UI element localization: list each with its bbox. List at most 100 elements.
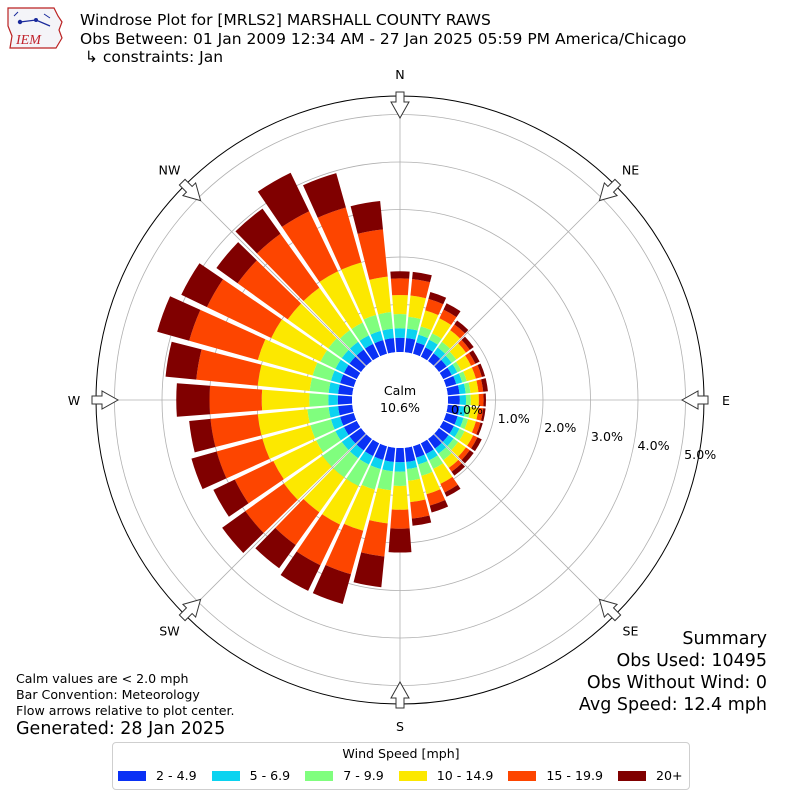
bar-segment-70-bin1	[443, 375, 457, 388]
bar-segment-270-bin6	[176, 383, 211, 417]
bar-segment-10-bin2	[406, 328, 418, 340]
bar-segment-350-bin3	[378, 312, 393, 331]
bar-segment-200-bin6	[312, 564, 352, 604]
bar-segment-200-bin1	[374, 443, 388, 460]
bar-segment-70-bin4	[463, 367, 476, 382]
bar-segment-180-bin6	[388, 528, 412, 553]
direction-label-nw: NW	[159, 162, 181, 177]
bar-segment-140-bin1	[428, 434, 442, 449]
bar-segment-30-bin5	[439, 309, 457, 326]
bar-segment-220-bin5	[275, 498, 320, 546]
bar-segment-100-bin1	[446, 404, 460, 415]
bar-segment-300-bin2	[335, 359, 349, 374]
note-flow-arrows: Flow arrows relative to plot center.	[16, 703, 235, 718]
summary-block: Summary Obs Used: 10495 Obs Without Wind…	[579, 628, 767, 716]
legend-swatch	[211, 770, 240, 781]
bar-segment-180-bin3	[393, 471, 407, 486]
bar-segment-270-bin4	[261, 389, 310, 411]
bar-segment-80-bin4	[468, 380, 479, 393]
bar-segment-270-bin1	[337, 395, 353, 405]
flow-arrow-icon	[598, 178, 622, 202]
bar-segment-90-bin4	[470, 394, 479, 406]
direction-labels: N NE E SE S SW W NW	[68, 67, 730, 734]
bar-segment-330-bin3	[351, 322, 369, 341]
bar-segment-60-bin5	[465, 352, 476, 366]
title-line-2: Obs Between: 01 Jan 2009 12:34 AM - 27 J…	[80, 29, 687, 48]
bar-segment-210-bin4	[322, 478, 359, 525]
bar-segment-60-bin4	[456, 355, 472, 371]
bar-segment-340-bin4	[341, 262, 377, 320]
bar-segment-150-bin3	[429, 455, 444, 469]
bar-segment-120-bin3	[454, 428, 465, 441]
bar-segment-340-bin5	[317, 207, 362, 270]
bar-segment-120-bin1	[439, 420, 454, 434]
bar-segment-30-bin3	[429, 333, 442, 345]
legend-items: 2 - 4.9 5 - 6.9 7 - 9.9 10 - 14.9 15 - 19.9 2…	[118, 768, 683, 783]
legend-item: 15 - 19.9	[508, 768, 603, 783]
legend-label: 5 - 6.9	[249, 768, 291, 783]
bar-segment-310-bin6	[216, 242, 257, 284]
legend-swatch	[508, 770, 537, 781]
bar-segment-170-bin6	[411, 515, 432, 526]
bar-segment-40-bin2	[433, 347, 446, 359]
bar-segment-330-bin5	[281, 211, 338, 282]
bar-segment-200-bin2	[370, 456, 384, 470]
bar-segment-0-bin3	[393, 313, 407, 329]
bar-segment-320-bin6	[235, 208, 281, 254]
bar-segment-280-bin1	[338, 384, 354, 396]
bar-segment-220-bin6	[255, 527, 296, 569]
bar-segment-100-bin3	[464, 406, 471, 418]
bar-segment-100-bin5	[476, 407, 484, 421]
direction-label-ne: NE	[622, 162, 639, 177]
bar-segment-100-bin4	[468, 407, 479, 420]
radial-tick-label: 2.0%	[544, 420, 576, 435]
bar-segment-270-bin5	[209, 385, 263, 415]
radial-tick-label: 5.0%	[684, 447, 716, 462]
bar-segment-290-bin2	[330, 370, 344, 384]
bar-segment-190-bin4	[369, 487, 391, 524]
flow-arrow-icon	[598, 598, 622, 622]
bar-segment-40-bin1	[428, 353, 441, 366]
direction-label-w: W	[68, 393, 81, 408]
summary-avg-speed: Avg Speed: 12.4 mph	[578, 695, 767, 715]
legend-label: 10 - 14.9	[436, 768, 494, 783]
arrow-shape	[178, 598, 202, 622]
iem-logo-graphic: IEM	[7, 7, 63, 49]
legend-item: 20+	[618, 768, 683, 783]
bar-segment-280-bin6	[165, 341, 202, 380]
bar-segment-300-bin1	[343, 364, 361, 380]
bar-segment-50-bin3	[445, 351, 457, 363]
bar-segment-180-bin5	[390, 509, 410, 529]
bar-segment-110-bin2	[454, 416, 464, 428]
radial-tick-label: 4.0%	[638, 438, 670, 453]
calm-center: Calm 10.6%	[352, 352, 448, 448]
grid-spoke	[184, 433, 367, 616]
arrow-shape	[390, 680, 410, 709]
arrow-shape	[598, 178, 622, 202]
bar-segment-120-bin6	[471, 437, 482, 452]
flow-arrow-icon	[390, 680, 410, 709]
bar-segment-20-bin3	[418, 326, 432, 339]
legend-item: 10 - 14.9	[398, 768, 494, 783]
bar-segment-160-bin5	[426, 489, 446, 506]
radial-tick-label: 3.0%	[591, 429, 623, 444]
legend-item: 7 - 9.9	[305, 768, 384, 783]
direction-label-n: N	[395, 67, 404, 82]
generated-date: Generated: 28 Jan 2025	[16, 719, 226, 739]
legend-label: 7 - 9.9	[343, 768, 384, 783]
bar-segment-60-bin2	[447, 364, 458, 376]
bar-segment-0-bin1	[395, 337, 405, 353]
bar-segment-230-bin4	[283, 455, 332, 500]
bar-segment-350-bin5	[357, 229, 388, 280]
bar-segment-240-bin5	[234, 460, 284, 504]
bar-segment-110-bin3	[460, 417, 469, 430]
arrow-shape	[390, 91, 410, 120]
bar-segment-50-bin5	[458, 339, 470, 353]
bar-segment-170-bin5	[410, 499, 430, 519]
bar-segment-150-bin5	[440, 476, 458, 493]
bar-segment-130-bin2	[442, 434, 454, 447]
bar-segment-80-bin6	[481, 378, 488, 392]
bar-segment-310-bin3	[328, 338, 349, 359]
note-calm-threshold: Calm values are < 2.0 mph	[16, 671, 189, 686]
